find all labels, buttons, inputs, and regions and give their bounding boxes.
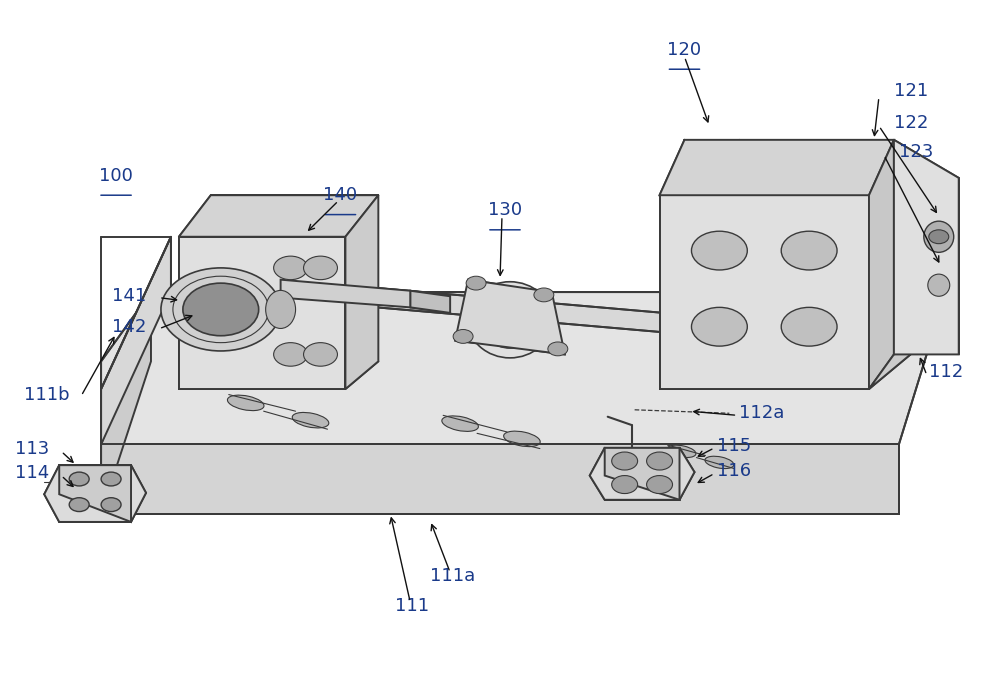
Circle shape xyxy=(101,498,121,512)
Text: 116: 116 xyxy=(717,461,752,480)
Text: 112a: 112a xyxy=(739,404,785,423)
Ellipse shape xyxy=(705,456,734,468)
Polygon shape xyxy=(660,140,894,195)
Text: 114: 114 xyxy=(15,464,49,482)
Polygon shape xyxy=(101,237,171,444)
Text: 113: 113 xyxy=(15,440,49,458)
Ellipse shape xyxy=(480,291,540,348)
Polygon shape xyxy=(869,348,919,389)
Polygon shape xyxy=(179,195,378,237)
Polygon shape xyxy=(590,448,694,500)
Circle shape xyxy=(781,231,837,270)
Polygon shape xyxy=(44,465,146,522)
Text: 122: 122 xyxy=(894,113,928,131)
Text: 120: 120 xyxy=(667,41,702,59)
Ellipse shape xyxy=(504,431,540,447)
Polygon shape xyxy=(101,237,171,389)
Text: 100: 100 xyxy=(99,167,133,185)
Polygon shape xyxy=(101,292,151,514)
Circle shape xyxy=(304,256,337,279)
Circle shape xyxy=(304,343,337,366)
Polygon shape xyxy=(281,279,410,307)
Circle shape xyxy=(453,329,473,343)
Polygon shape xyxy=(605,448,680,500)
Text: 111b: 111b xyxy=(24,386,69,404)
Text: 111a: 111a xyxy=(430,567,475,585)
Circle shape xyxy=(69,472,89,486)
Polygon shape xyxy=(869,140,894,389)
Circle shape xyxy=(161,268,281,351)
Polygon shape xyxy=(410,291,450,313)
Ellipse shape xyxy=(292,412,329,428)
Text: 121: 121 xyxy=(894,83,928,100)
Text: 142: 142 xyxy=(112,318,146,336)
Text: 112: 112 xyxy=(929,363,963,381)
Ellipse shape xyxy=(924,221,954,252)
Circle shape xyxy=(691,231,747,270)
Text: 140: 140 xyxy=(323,186,358,204)
Circle shape xyxy=(929,230,949,244)
Ellipse shape xyxy=(442,416,478,432)
Circle shape xyxy=(647,452,673,470)
Polygon shape xyxy=(455,279,565,354)
Circle shape xyxy=(612,475,638,493)
Circle shape xyxy=(274,256,308,279)
Ellipse shape xyxy=(667,445,696,457)
Polygon shape xyxy=(345,195,378,389)
Circle shape xyxy=(781,307,837,346)
Polygon shape xyxy=(179,237,345,389)
Circle shape xyxy=(274,343,308,366)
Polygon shape xyxy=(101,292,929,444)
Ellipse shape xyxy=(227,395,264,411)
Circle shape xyxy=(69,498,89,512)
Circle shape xyxy=(101,472,121,486)
Text: 130: 130 xyxy=(488,202,522,220)
Polygon shape xyxy=(660,195,869,389)
Ellipse shape xyxy=(928,274,950,296)
Ellipse shape xyxy=(490,301,530,339)
Text: 115: 115 xyxy=(717,436,752,455)
Polygon shape xyxy=(281,279,839,348)
Text: 141: 141 xyxy=(112,286,146,304)
Circle shape xyxy=(466,276,486,290)
Circle shape xyxy=(548,342,568,356)
Polygon shape xyxy=(101,444,899,514)
Circle shape xyxy=(534,288,554,302)
Circle shape xyxy=(691,307,747,346)
Text: 123: 123 xyxy=(899,142,933,161)
Polygon shape xyxy=(59,465,131,522)
Circle shape xyxy=(183,283,259,336)
Ellipse shape xyxy=(266,291,296,329)
Circle shape xyxy=(647,475,673,493)
Circle shape xyxy=(612,452,638,470)
Polygon shape xyxy=(894,140,959,354)
Ellipse shape xyxy=(468,281,552,358)
Text: 111: 111 xyxy=(395,597,429,614)
